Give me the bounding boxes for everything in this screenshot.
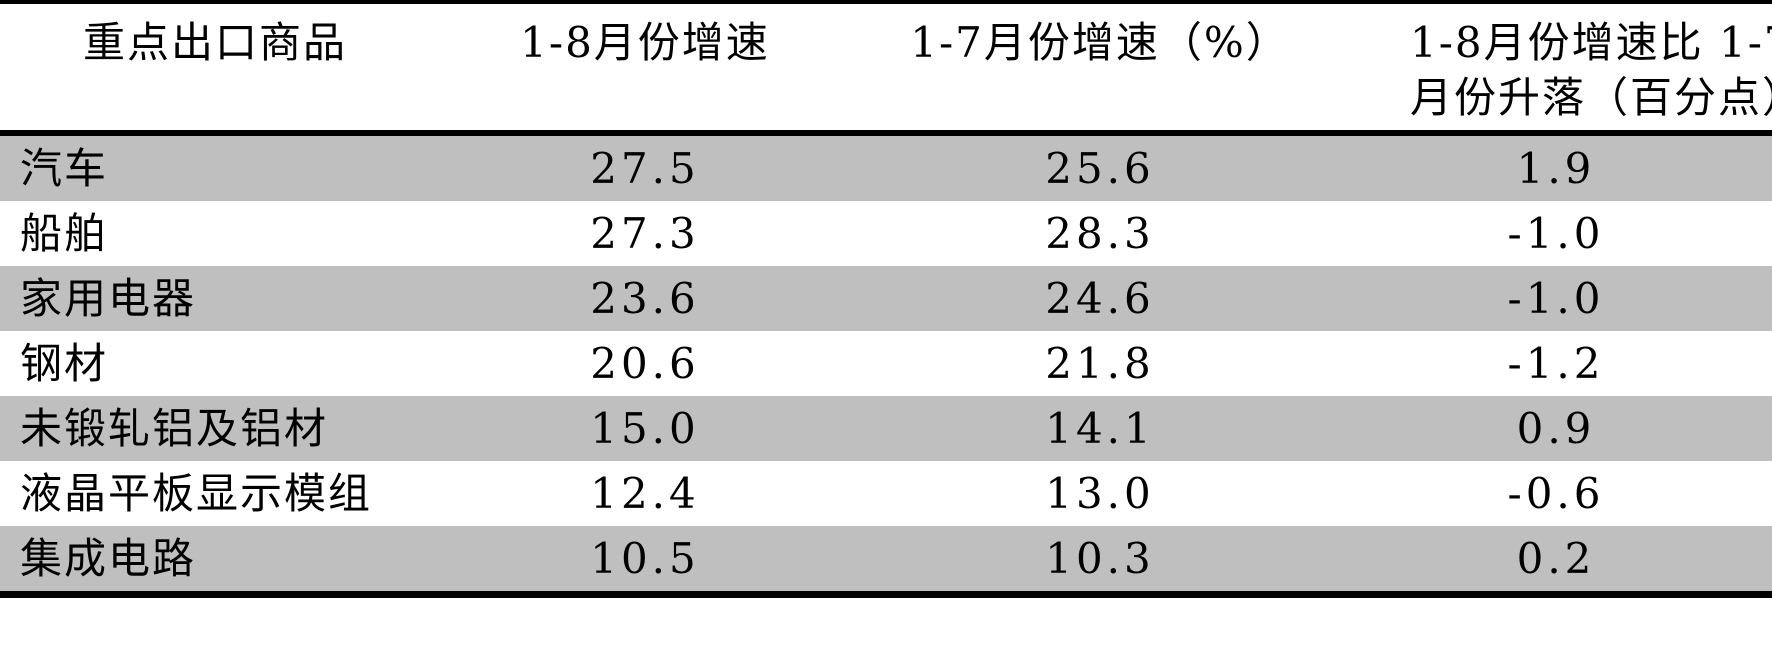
growth-1-7-cell: 24.6: [1045, 274, 1155, 323]
header-change-line1: 1-8月份增速比 1-7: [1410, 18, 1772, 67]
commodity-cell: 液晶平板显示模组: [20, 469, 373, 518]
header-growth-1-7: 1-7月份增速（%）: [860, 4, 1340, 136]
growth-1-8-cell: 27.3: [590, 209, 700, 258]
table-row: 未锻轧铝及铝材 15.0 14.1 0.9: [0, 396, 1772, 461]
growth-1-7-cell: 25.6: [1045, 144, 1155, 193]
header-change-line2: 月份升落（百分点）: [1410, 73, 1772, 122]
export-commodities-table: 重点出口商品 1-8月份增速 1-7月份增速（%） 1-8月份增速比 1-7 月…: [0, 4, 1772, 598]
growth-1-7-cell: 28.3: [1045, 209, 1155, 258]
commodity-cell: 汽车: [20, 144, 109, 193]
table-row: 集成电路 10.5 10.3 0.2: [0, 526, 1772, 598]
change-cell: 0.9: [1516, 404, 1596, 453]
change-cell: -1.0: [1507, 209, 1605, 258]
growth-1-7-cell: 13.0: [1045, 469, 1155, 518]
change-cell: -1.0: [1507, 274, 1605, 323]
change-cell: -1.2: [1507, 339, 1605, 388]
table-row: 家用电器 23.6 24.6 -1.0: [0, 266, 1772, 331]
commodity-cell: 钢材: [20, 339, 109, 388]
commodity-cell: 集成电路: [0, 526, 430, 598]
table-row: 汽车 27.5 25.6 1.9: [0, 133, 1772, 201]
table-body: 汽车 27.5 25.6 1.9 船舶 27.3 28.3 -1.0 家用电器 …: [0, 133, 1772, 598]
table-header: 重点出口商品 1-8月份增速 1-7月份增速（%） 1-8月份增速比 1-7 月…: [0, 4, 1772, 136]
change-cell: 1.9: [1516, 144, 1596, 193]
header-change: 1-8月份增速比 1-7 月份升落（百分点）: [1340, 4, 1772, 136]
commodity-cell: 船舶: [20, 209, 109, 258]
table-row: 液晶平板显示模组 12.4 13.0 -0.6: [0, 461, 1772, 526]
commodity-cell: 家用电器: [20, 274, 197, 323]
change-cell: 0.2: [1340, 526, 1772, 598]
table-row: 船舶 27.3 28.3 -1.0: [0, 201, 1772, 266]
header-row: 重点出口商品 1-8月份增速 1-7月份增速（%） 1-8月份增速比 1-7 月…: [0, 4, 1772, 136]
growth-1-8-cell: 15.0: [590, 404, 700, 453]
growth-1-8-cell: 20.6: [590, 339, 700, 388]
header-growth-1-8: 1-8月份增速: [430, 4, 860, 136]
table-row: 钢材 20.6 21.8 -1.2: [0, 331, 1772, 396]
growth-1-7-cell: 14.1: [1045, 404, 1155, 453]
growth-1-8-cell: 12.4: [590, 469, 700, 518]
growth-1-8-cell: 27.5: [590, 144, 700, 193]
growth-1-7-cell: 10.3: [860, 526, 1340, 598]
change-cell: -0.6: [1507, 469, 1605, 518]
commodity-cell: 未锻轧铝及铝材: [20, 404, 329, 453]
header-commodity: 重点出口商品: [0, 4, 430, 136]
growth-1-8-cell: 10.5: [430, 526, 860, 598]
growth-1-7-cell: 21.8: [1045, 339, 1155, 388]
growth-1-8-cell: 23.6: [590, 274, 700, 323]
table-top-rule: [0, 0, 1772, 4]
